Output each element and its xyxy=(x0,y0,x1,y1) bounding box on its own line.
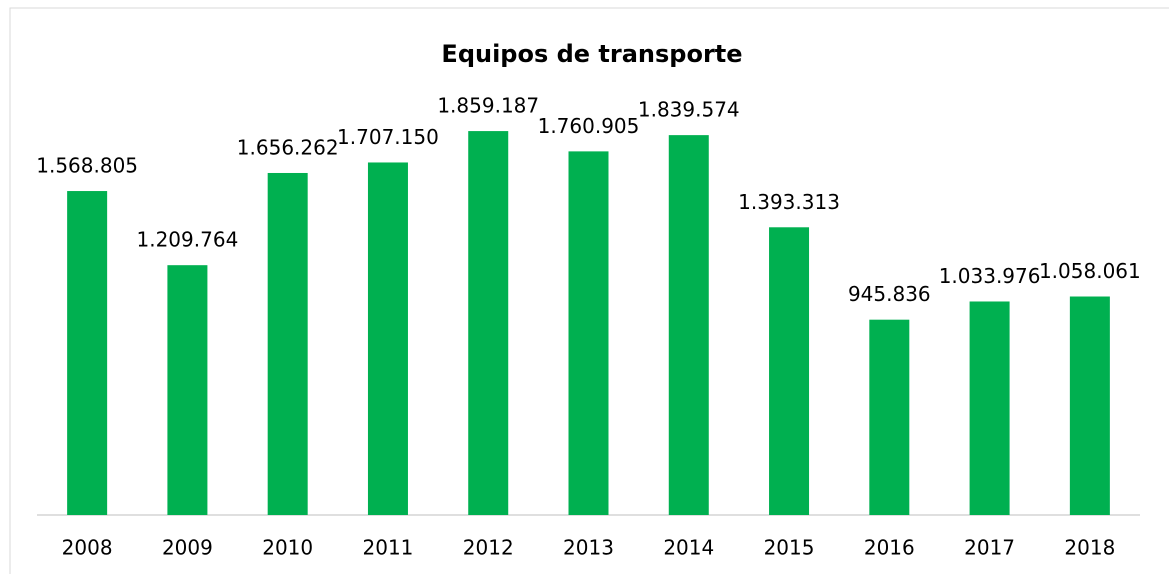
bar xyxy=(969,301,1010,515)
bar xyxy=(1069,296,1110,515)
x-tick-label: 2010 xyxy=(262,536,313,560)
bar xyxy=(267,172,308,515)
x-tick-label: 2014 xyxy=(663,536,714,560)
x-tick-label: 2009 xyxy=(162,536,213,560)
bar xyxy=(367,162,408,516)
bar xyxy=(468,131,509,515)
data-label: 1.656.262 xyxy=(237,135,339,159)
data-label: 1.033.976 xyxy=(939,264,1041,288)
x-tick-label: 2017 xyxy=(964,536,1015,560)
data-label: 1.707.150 xyxy=(337,125,439,149)
bar xyxy=(869,319,910,515)
bar xyxy=(568,151,609,516)
data-label: 1.568.805 xyxy=(36,154,138,178)
x-tick-label: 2018 xyxy=(1064,536,1115,560)
data-label: 1.209.764 xyxy=(137,228,239,252)
data-label: 945.836 xyxy=(848,282,931,306)
bar xyxy=(668,135,709,515)
bar xyxy=(769,227,810,515)
x-tick-label: 2011 xyxy=(363,536,414,560)
bar xyxy=(167,265,208,515)
data-label: 1.393.313 xyxy=(738,190,840,214)
x-tick-label: 2016 xyxy=(864,536,915,560)
x-tick-label: 2013 xyxy=(563,536,614,560)
x-tick-label: 2008 xyxy=(62,536,113,560)
bar xyxy=(67,191,108,516)
data-label: 1.760.905 xyxy=(538,114,640,138)
chart-title: Equipos de transporte xyxy=(441,40,742,68)
x-tick-label: 2012 xyxy=(463,536,514,560)
data-label: 1.839.574 xyxy=(638,98,740,122)
x-tick-label: 2015 xyxy=(764,536,815,560)
data-label: 1.859.187 xyxy=(437,94,539,118)
data-label: 1.058.061 xyxy=(1039,259,1141,283)
